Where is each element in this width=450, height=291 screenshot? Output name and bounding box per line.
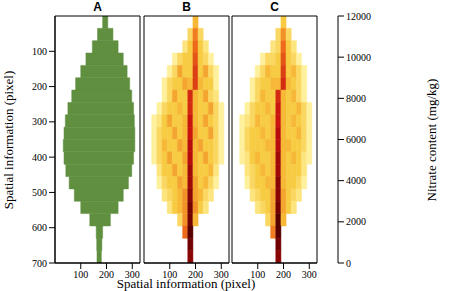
svg-text:600: 600 xyxy=(32,222,47,233)
svg-text:2000: 2000 xyxy=(346,216,366,227)
svg-text:6000: 6000 xyxy=(346,134,366,145)
svg-text:100: 100 xyxy=(73,269,88,280)
svg-text:0: 0 xyxy=(346,258,351,269)
svg-text:700: 700 xyxy=(32,258,47,269)
svg-text:12000: 12000 xyxy=(346,11,371,22)
svg-text:200: 200 xyxy=(99,269,114,280)
svg-text:500: 500 xyxy=(32,187,47,198)
svg-text:300: 300 xyxy=(32,116,47,127)
svg-text:10000: 10000 xyxy=(346,52,371,63)
svg-text:4000: 4000 xyxy=(346,175,366,186)
svg-text:8000: 8000 xyxy=(346,93,366,104)
svg-text:200: 200 xyxy=(276,269,291,280)
svg-text:100: 100 xyxy=(32,46,47,57)
svg-text:400: 400 xyxy=(32,152,47,163)
svg-text:200: 200 xyxy=(32,81,47,92)
svg-text:300: 300 xyxy=(302,269,317,280)
